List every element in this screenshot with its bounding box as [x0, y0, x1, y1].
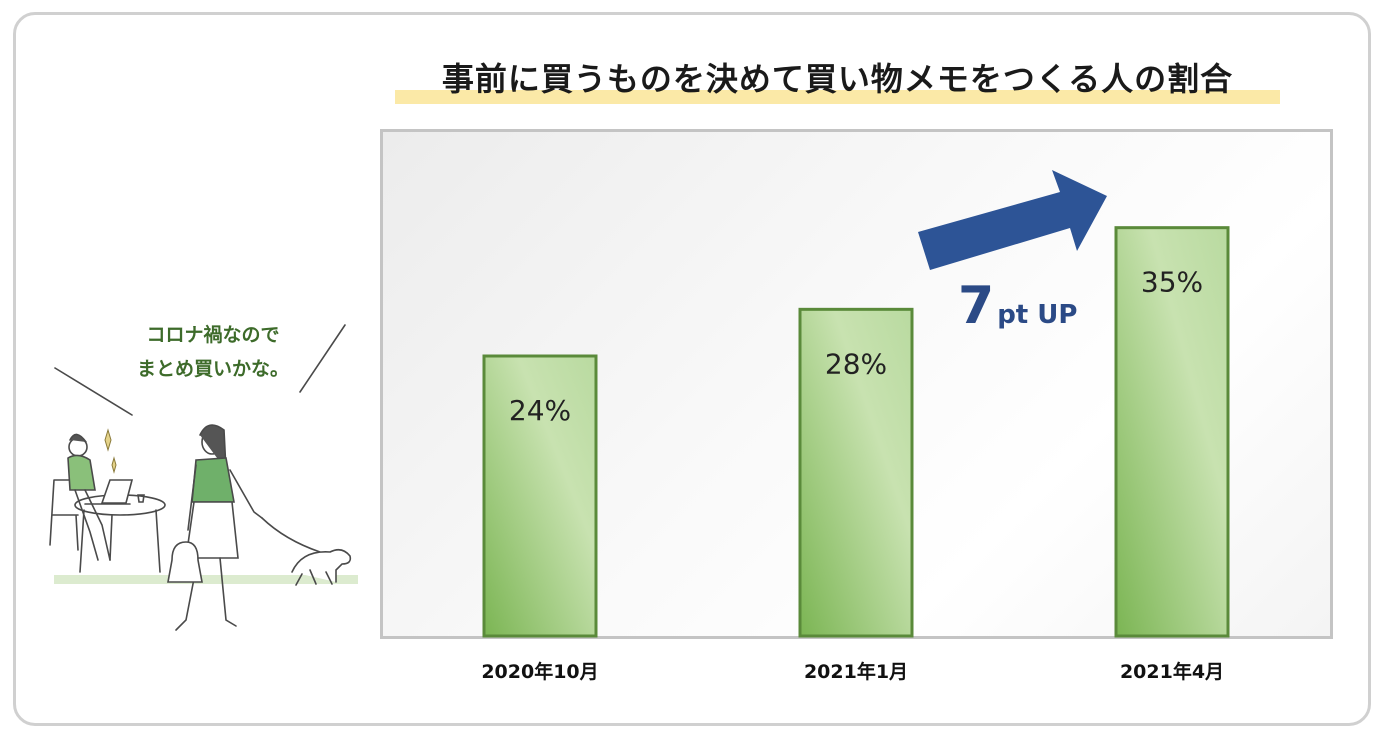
- title-highlight: [395, 90, 1280, 104]
- bar-value-label: 24%: [509, 394, 571, 427]
- speech-line-1: コロナ禍なので: [146, 324, 280, 346]
- bar-value-label: 35%: [1141, 266, 1203, 299]
- x-tick-label: 2021年4月: [1120, 660, 1224, 683]
- bar-2021年4月: [1114, 226, 1230, 638]
- callout-suffix: pt UP: [997, 300, 1077, 330]
- increase-arrow-icon: [918, 170, 1107, 270]
- speech-bubble-text: コロナ禍なので まとめ買いかな。: [108, 318, 318, 386]
- bar-2020年10月: [482, 354, 598, 638]
- svg-text:7pt UP: 7 pt UP: [958, 276, 1077, 336]
- chart-title: 事前に買うものを決めて買い物メモをつくる人の割合: [441, 60, 1234, 98]
- shopping-people-illustration: [49, 324, 358, 631]
- speech-line-2: まとめ買いかな。: [136, 358, 289, 380]
- title-block: 事前に買うものを決めて買い物メモをつくる人の割合: [395, 52, 1280, 104]
- callout-value: 7: [958, 276, 994, 336]
- bar-2021年1月: [798, 307, 914, 638]
- bar-value-label: 28%: [825, 347, 887, 380]
- increase-callout: 7 pt UP: [918, 170, 1107, 336]
- x-tick-label: 2021年1月: [804, 660, 908, 683]
- x-tick-label: 2020年10月: [481, 660, 598, 683]
